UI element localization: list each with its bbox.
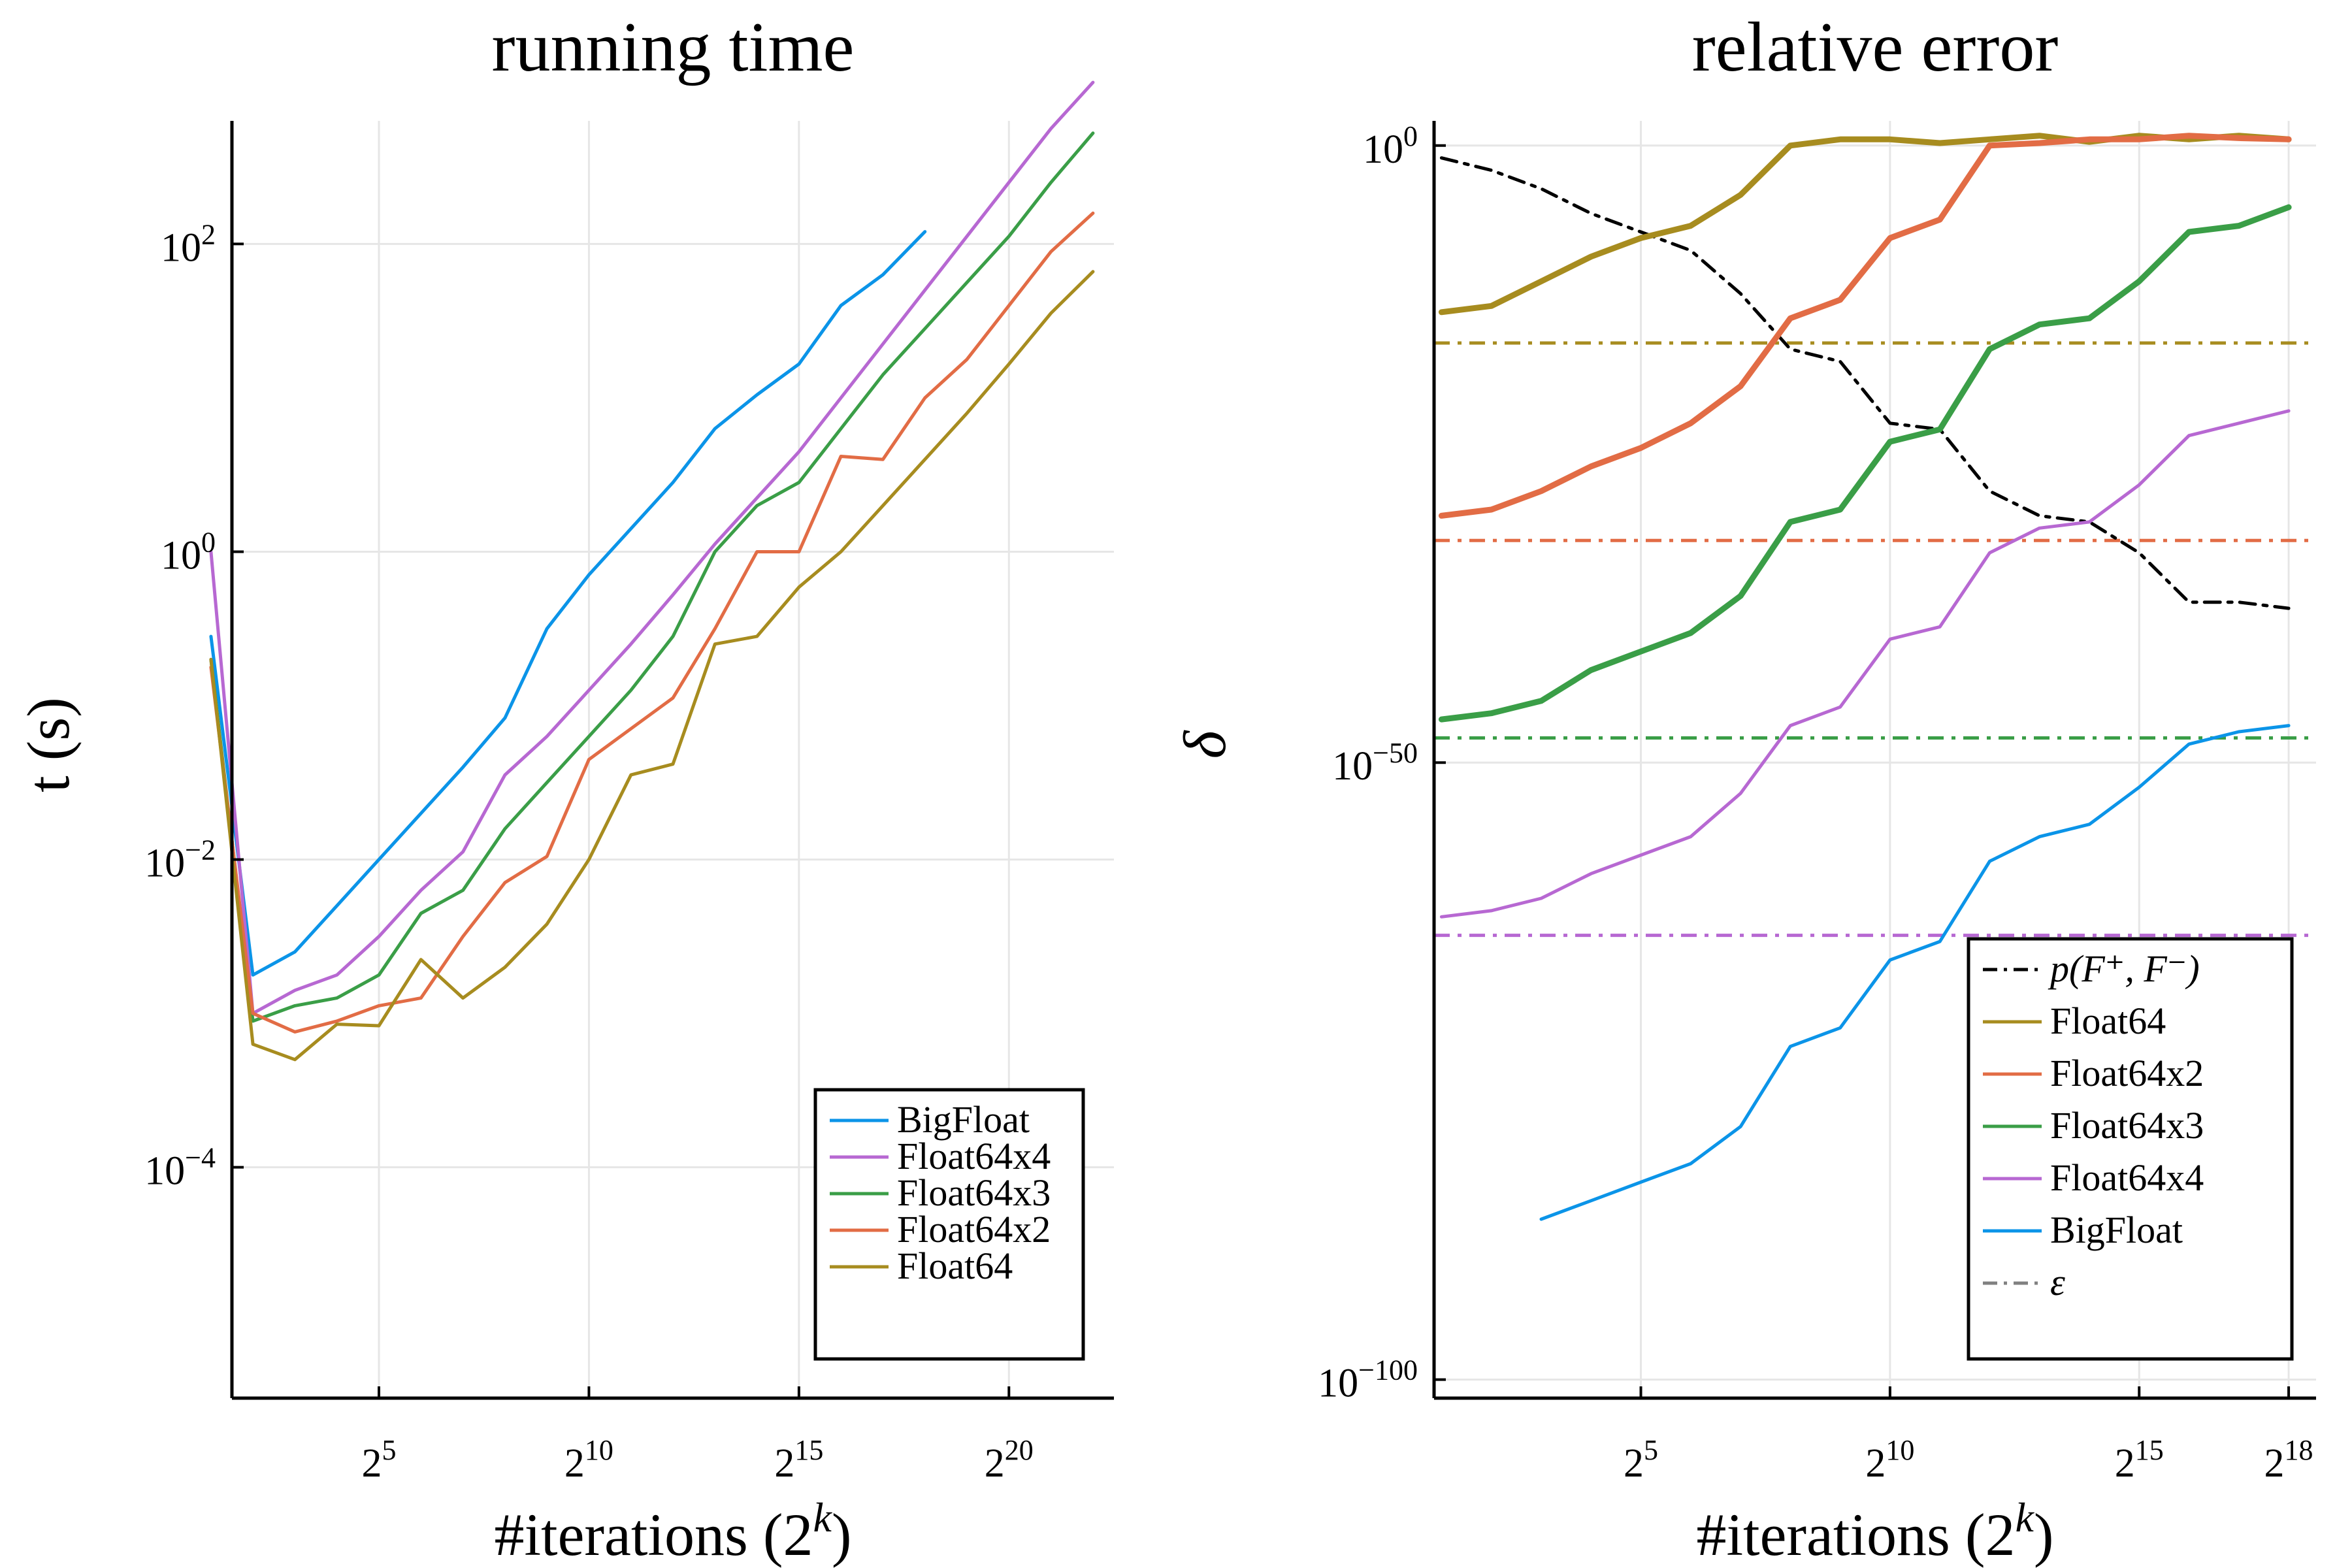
- legend-label-float64: Float64: [2050, 1000, 2166, 1042]
- series-line-float64x4: [209, 80, 1095, 1015]
- y-axis-label: δ: [1171, 730, 1238, 759]
- legend-box: [813, 1088, 1085, 1361]
- y-tick-label: 10−100: [1318, 1354, 1418, 1406]
- legend-label-series: ε: [2050, 1261, 2065, 1303]
- y-axis-label: t (s): [15, 697, 82, 792]
- y-tick-label: 10−2: [144, 834, 216, 886]
- legend-label-float64x3: Float64x3: [897, 1171, 1051, 1214]
- legend: BigFloatFloat64x4Float64x3Float64x2Float…: [813, 1088, 1085, 1361]
- legend-label-bigfloat: BigFloat: [2050, 1209, 2183, 1251]
- series-line-float64: [1438, 133, 2292, 316]
- series-line-bigfloat: [209, 230, 927, 977]
- series-line-bigfloat: [1539, 724, 2291, 1221]
- x-tick-label: 220: [985, 1434, 1034, 1486]
- legend-label-p-f-f: p(F⁺, F⁻): [2048, 947, 2200, 990]
- x-tick-label: 25: [1624, 1434, 1658, 1486]
- legend-label-float64: Float64: [897, 1245, 1013, 1287]
- legend-label-float64x2: Float64x2: [897, 1208, 1051, 1250]
- running-time-panel: 25 210 215 220 102 100 10−2 10−4 running time #it…: [15, 8, 1114, 1568]
- series-line-float64x3: [1438, 204, 2292, 723]
- series-line-float64: [209, 270, 1095, 1062]
- series-line-p-f-f: [1439, 156, 2291, 610]
- legend-label-float64x4: Float64x4: [2050, 1156, 2204, 1199]
- y-tick-label: 10−50: [1332, 737, 1418, 789]
- y-tick-label: 100: [161, 527, 216, 578]
- series-line-float64x4: [1439, 409, 2291, 919]
- y-tick-label: 10−4: [144, 1142, 216, 1194]
- x-tick-label: 215: [774, 1434, 823, 1486]
- chart-title: relative error: [1692, 8, 2059, 86]
- x-axis-label: #iterations (2k): [1696, 1494, 2053, 1568]
- legend-box: [1967, 937, 2294, 1361]
- x-tick-label: 210: [1865, 1434, 1914, 1486]
- series-line-float64x2: [1438, 133, 2292, 519]
- x-tick-label: 215: [2115, 1434, 2164, 1486]
- legend-label-float64x2: Float64x2: [2050, 1052, 2204, 1094]
- chart-title: running time: [492, 8, 855, 86]
- legend-label-float64x4: Float64x4: [897, 1135, 1051, 1177]
- x-tick-label: 218: [2264, 1434, 2313, 1486]
- series-line-float64x2: [209, 211, 1095, 1034]
- series-line-float64x3: [209, 131, 1095, 1023]
- relative-error-panel: 25 210 215 218 100 10−50 10−100 relative error #…: [1171, 8, 2316, 1568]
- y-tick-label: 102: [161, 218, 216, 270]
- x-axis-label: #iterations (2k): [494, 1494, 851, 1568]
- legend: p(F⁺, F⁻) Float64 Float64x2 Float64x3 Float6…: [1967, 937, 2294, 1361]
- legend-label-float64x3: Float64x3: [2050, 1104, 2204, 1147]
- x-tick-label: 210: [564, 1434, 613, 1486]
- legend-label-bigfloat: BigFloat: [897, 1098, 1030, 1141]
- y-tick-label: 100: [1363, 120, 1418, 172]
- x-tick-label: 25: [362, 1434, 397, 1486]
